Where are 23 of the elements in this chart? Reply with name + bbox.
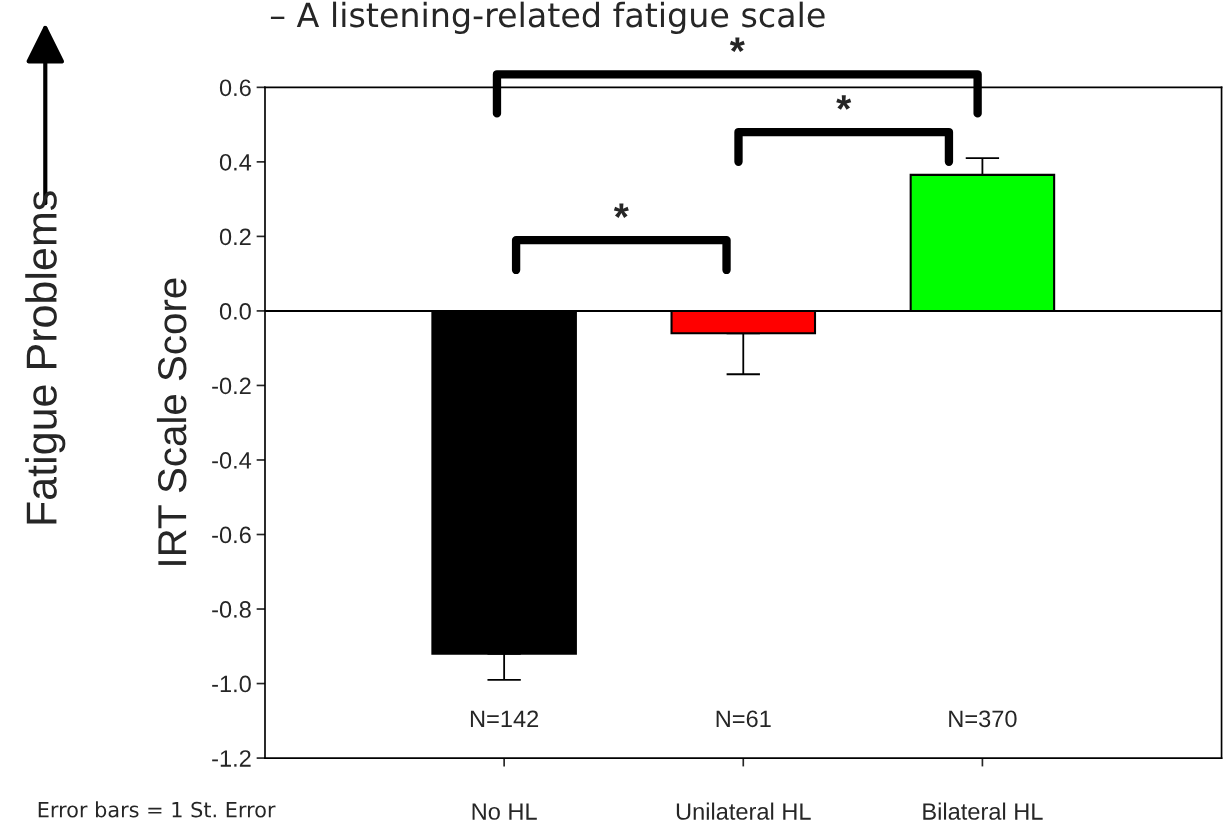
annotation: N=61 [716,710,771,728]
y-tick-label: -0.2 [212,377,251,395]
chart-title: – A listening-related fatigue scale [270,1,825,34]
y-tick-label: 0.6 [219,79,251,97]
y-tick-label: -0.4 [212,452,252,469]
annotation: N=370 [949,710,1017,728]
x-tick-label: Unilateral HL [676,802,811,820]
x-tick-label: Bilateral HL [923,802,1043,820]
y-tick-label: 0.0 [219,302,251,320]
y-tick-label: 0.4 [219,153,252,171]
y-tick-label: -1.2 [212,750,251,767]
annotation: N=142 [470,710,539,727]
annotation: * [613,203,629,218]
y-tick-label: -1.0 [212,675,251,693]
y-tick-label: -0.8 [212,601,251,618]
text: Fatigue Problems [25,191,66,524]
y-axis-title: IRT Scale Score [156,278,187,565]
y-tick-label: -0.6 [212,526,251,544]
text: * [729,37,745,53]
x-tick-label: No HL [472,803,537,820]
text: Error bars = 1 St. Error [38,801,276,818]
annotation: * [836,95,852,110]
y-tick-label: 0.2 [219,228,251,246]
